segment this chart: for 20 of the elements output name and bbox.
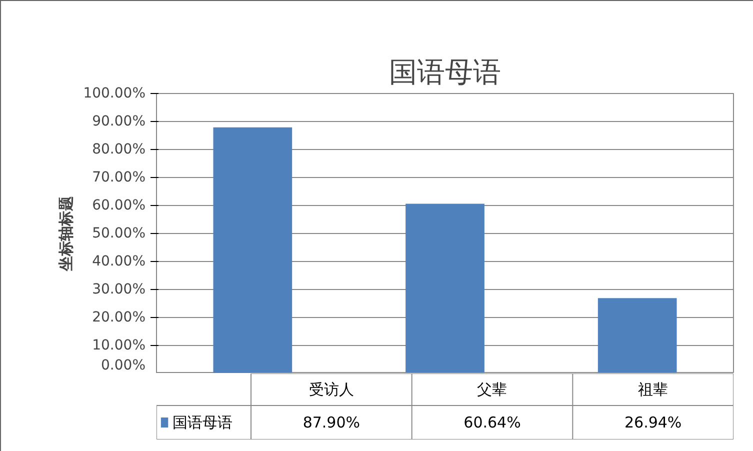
- data-label: 26.94%: [624, 414, 682, 432]
- y-tick-label: 50.00%: [92, 226, 146, 242]
- y-tick-label: 0.00%: [101, 358, 146, 374]
- y-axis-title: 坐标轴标题: [57, 196, 76, 272]
- y-tick-label: 10.00%: [92, 338, 146, 354]
- y-tick-label: 30.00%: [92, 282, 146, 298]
- legend-label: 国语母语: [172, 414, 233, 432]
- y-tick-label: 70.00%: [92, 170, 146, 186]
- chart-title: 国语母语: [389, 56, 501, 88]
- y-tick-label: 40.00%: [92, 254, 146, 270]
- x-tick-label: 祖辈: [638, 380, 668, 398]
- data-label: 87.90%: [302, 414, 360, 432]
- data-label: 60.64%: [464, 414, 521, 432]
- y-tick-label: 80.00%: [92, 142, 146, 158]
- x-tick-label: 父辈: [477, 380, 508, 398]
- y-tick-label: 20.00%: [92, 310, 146, 326]
- y-tick-label: 90.00%: [92, 114, 146, 130]
- x-tick-label: 受访人: [308, 380, 354, 398]
- y-tick-label: 100.00%: [83, 86, 146, 102]
- y-tick-label: 60.00%: [92, 198, 146, 214]
